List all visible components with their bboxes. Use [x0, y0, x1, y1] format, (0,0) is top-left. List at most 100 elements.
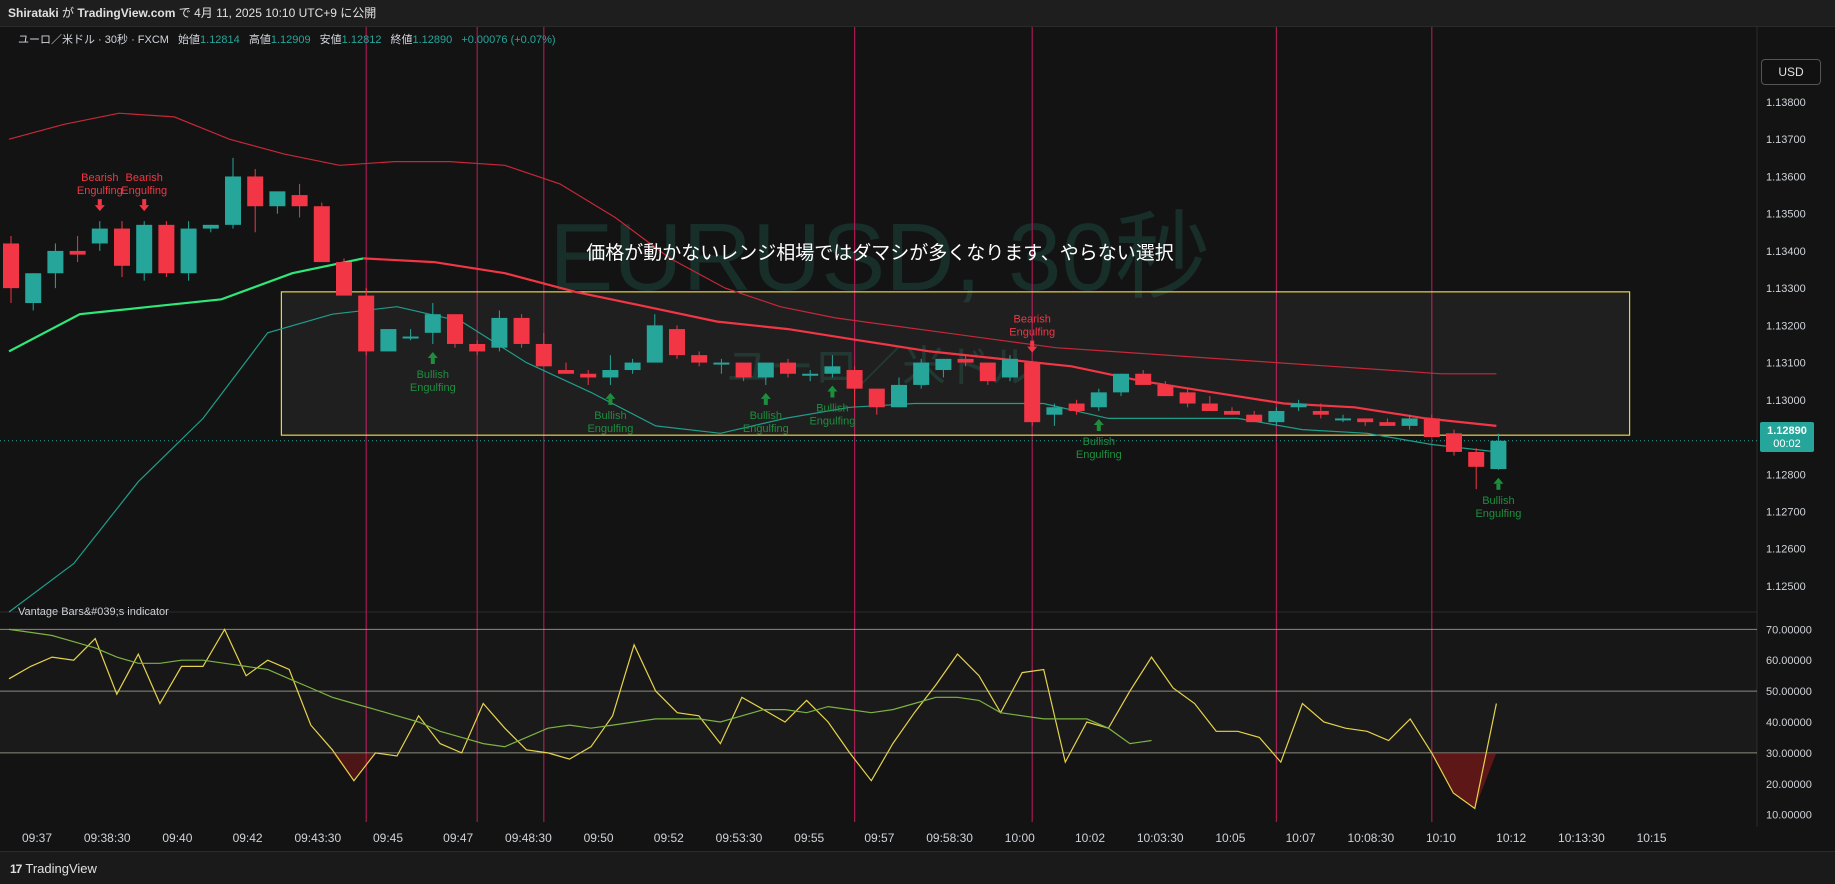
pattern-label: Engulfing — [1076, 449, 1122, 461]
price-tick-label: 1.12600 — [1766, 544, 1806, 556]
candle-body — [558, 370, 574, 374]
candle-body — [1423, 418, 1440, 438]
indicator-tick-label: 50.00000 — [1766, 686, 1812, 698]
pattern-label: Bullish — [594, 410, 626, 422]
bullish-arrow-stem — [608, 398, 613, 405]
ohlc-legend: ユーロ／米ドル · 30秒 · FXCM 始値1.12814 高値1.12909… — [18, 32, 556, 46]
site-name[interactable]: TradingView.com — [77, 6, 176, 20]
candle-body — [447, 314, 463, 344]
candle-body — [1090, 392, 1107, 408]
bullish-arrow-stem — [1096, 424, 1101, 431]
bullish-arrow-stem — [430, 357, 435, 364]
candle-body — [380, 329, 397, 352]
candle-body — [824, 366, 841, 374]
candle-body — [269, 191, 286, 207]
bearish-arrow-icon — [94, 205, 105, 212]
range-box — [0, 291, 1757, 442]
bullish-arrow-stem — [763, 398, 768, 405]
time-tick-label: 10:13:30 — [1558, 831, 1605, 845]
indicator-band — [0, 691, 1757, 753]
candle-body — [691, 355, 708, 363]
range-annotation: 価格が動かないレンジ相場ではダマシが多くなります、やらない選択 — [586, 242, 1173, 264]
time-tick-label: 09:48:30 — [505, 831, 552, 845]
chart-area[interactable]: EURUSD, 30秒 ユーロ／米ドル Bearish Engulfing Bear… — [0, 27, 1835, 851]
bullish-arrow-icon — [1093, 418, 1104, 425]
time-tick-label: 10:00 — [1005, 831, 1035, 845]
candle-body — [935, 358, 952, 371]
candle-body — [1446, 433, 1462, 452]
currency-button[interactable]: USD — [1761, 59, 1821, 85]
chart-svg[interactable]: EURUSD, 30秒 ユーロ／米ドル BearishEngulfingBear… — [0, 27, 1835, 851]
candle-body — [69, 250, 86, 255]
bb-upper-line — [8, 112, 1497, 375]
indicator-tick-label: 10.00000 — [1766, 810, 1812, 822]
candle-body — [91, 228, 108, 244]
range-rectangle — [280, 291, 1631, 436]
time-tick-label: 09:43:30 — [294, 831, 341, 845]
candle-body — [1268, 410, 1285, 423]
candle-body — [957, 358, 974, 363]
time-tick-label: 10:07 — [1286, 831, 1316, 845]
time-tick-label: 09:42 — [233, 831, 263, 845]
bullish-arrow-icon — [1493, 477, 1504, 484]
candle-body — [202, 224, 219, 229]
bearish-arrow-icon — [139, 205, 150, 212]
bearish-arrow-stem — [142, 199, 147, 206]
oversold-fill — [1302, 752, 1497, 809]
legend-low: 1.12812 — [342, 34, 382, 46]
last-price: 1.12890 — [1767, 425, 1807, 437]
candle-body — [1179, 392, 1196, 404]
bullish-arrow-stem — [830, 391, 835, 398]
time-tick-label: 10:08:30 — [1347, 831, 1394, 845]
pattern-label: Bullish — [1083, 436, 1115, 448]
candle-body — [757, 362, 774, 378]
pattern-label: Bearish — [81, 172, 118, 184]
pattern-markers: BearishEngulfingBearishEngulfingBullishE… — [77, 172, 1521, 520]
candle-body — [136, 224, 153, 274]
time-tick-label: 09:45 — [373, 831, 403, 845]
time-tick-label: 09:40 — [162, 831, 192, 845]
candle-body — [669, 329, 685, 356]
price-tick-label: 1.13600 — [1766, 171, 1806, 183]
legend-symbol: ユーロ／米ドル · 30秒 · FXCM — [18, 32, 169, 46]
countdown: 00:02 — [1773, 438, 1801, 450]
time-tick-label: 09:53:30 — [716, 831, 763, 845]
pattern-label: Bearish — [126, 172, 163, 184]
pattern-label: Engulfing — [77, 185, 123, 197]
time-tick-label: 10:12 — [1496, 831, 1526, 845]
legend-low-label: 安値 — [320, 32, 342, 46]
time-tick-label: 09:50 — [584, 831, 614, 845]
candle-body — [424, 314, 441, 333]
candle-body — [1002, 358, 1018, 378]
price-tick-label: 1.13500 — [1766, 209, 1806, 221]
pattern-label: Engulfing — [587, 423, 633, 435]
publisher-name[interactable]: Shirataki — [8, 6, 59, 20]
bullish-arrow-icon — [760, 392, 771, 399]
indicator-series-line — [8, 628, 1152, 748]
candle-body — [535, 343, 552, 367]
pattern-label: Bullish — [417, 369, 449, 381]
candle-body — [979, 362, 996, 382]
indicator-tick-label: 70.00000 — [1766, 624, 1812, 636]
candle-body — [1290, 403, 1307, 408]
candle-body — [1024, 362, 1041, 423]
indicator-pane: 70.00000 60.00000 50.00000 40.00000 30.00000… — [0, 624, 1812, 822]
candle-body — [313, 206, 330, 263]
candle-body — [1068, 403, 1085, 411]
candle-body — [1401, 418, 1418, 426]
candle-body — [868, 388, 885, 408]
legend-open-label: 始値 — [178, 32, 200, 46]
tradingview-logo[interactable]: 17 TradingView — [10, 861, 97, 876]
pattern-label: Bullish — [816, 402, 848, 414]
candle-body — [913, 362, 930, 385]
candle-body — [47, 250, 64, 274]
candle-body — [513, 317, 530, 344]
time-tick-label: 10:03:30 — [1137, 831, 1184, 845]
legend-change: +0.00076 (+0.07%) — [461, 34, 555, 46]
header-text-2: で 4月 11, 2025 10:10 UTC+9 に公開 — [175, 6, 377, 20]
candle-body — [1468, 451, 1485, 467]
pattern-label: Bearish — [1014, 314, 1051, 326]
price-tick-label: 1.13200 — [1766, 320, 1806, 332]
time-tick-label: 09:55 — [794, 831, 824, 845]
indicator-tick-label: 30.00000 — [1766, 748, 1812, 760]
